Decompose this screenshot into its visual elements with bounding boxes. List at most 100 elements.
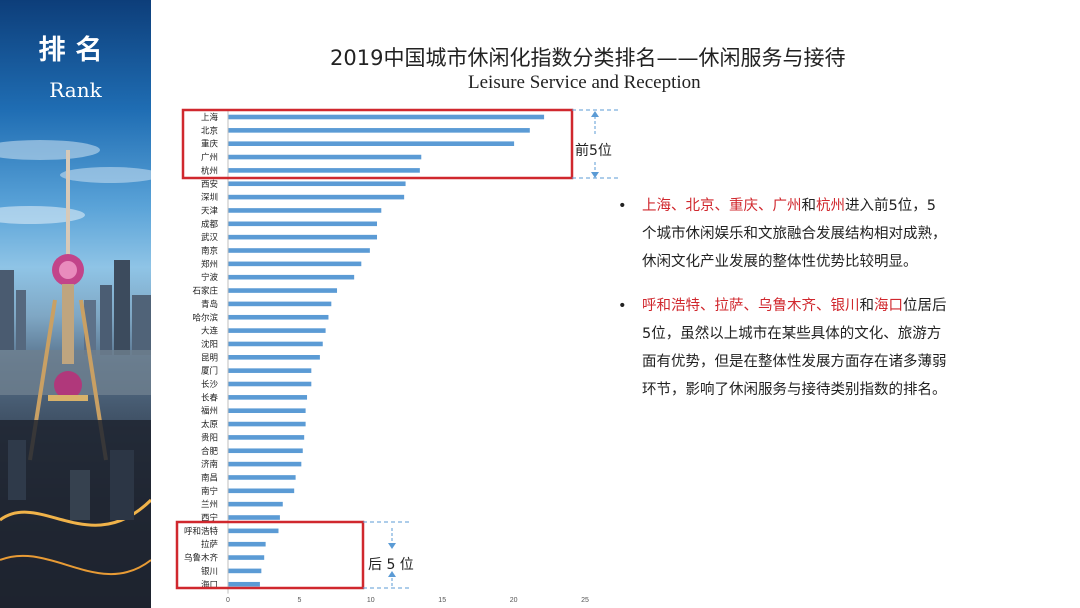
category-label: 济南	[201, 459, 218, 470]
bar	[228, 581, 260, 587]
bar	[228, 355, 320, 360]
category-label: 银川	[201, 566, 218, 577]
category-label: 南宁	[201, 486, 218, 497]
category-label: 成都	[201, 219, 219, 230]
x-tick-label: 5	[297, 597, 301, 604]
bullet-segment: 海口	[874, 298, 903, 314]
x-tick-label: 15	[438, 597, 446, 604]
category-label: 杭州	[201, 165, 218, 176]
bar	[228, 461, 302, 467]
bar	[228, 168, 420, 173]
x-tick-label: 25	[581, 597, 589, 604]
bullet-segment: 呼和浩特、拉萨、乌鲁木齐、银川	[642, 298, 860, 314]
bullet-segment: 杭州	[816, 198, 845, 214]
category-label: 南京	[201, 246, 218, 257]
bullet-list: • 上海、北京、重庆、广州和杭州进入前5位，5个城市休闲娱乐和文旅融合发展结构相…	[618, 192, 948, 420]
category-label: 北京	[201, 125, 218, 136]
category-label: 重庆	[201, 139, 219, 150]
top5-arrowhead-down	[591, 172, 599, 178]
category-label: 西安	[201, 179, 218, 190]
category-label: 厦门	[201, 366, 218, 377]
top5-label: 前5位	[575, 142, 612, 159]
category-label: 广州	[201, 152, 218, 163]
category-label: 深圳	[201, 192, 218, 203]
bullet-segment: 上海、北京、重庆、广州	[642, 198, 802, 214]
bar	[228, 408, 306, 413]
category-label: 拉萨	[201, 539, 219, 550]
bar	[228, 208, 382, 213]
category-label: 福州	[201, 406, 218, 417]
bar	[228, 381, 312, 387]
bullet-segment: 和	[859, 298, 875, 314]
bar	[228, 341, 323, 347]
category-label: 郑州	[201, 259, 218, 270]
bar	[228, 248, 370, 253]
bar	[228, 528, 279, 534]
bottom5-arrowhead-down-top	[388, 543, 396, 549]
city-skyline-image	[0, 140, 151, 608]
bar	[228, 448, 303, 454]
x-tick-label: 10	[367, 597, 375, 604]
sidebar-title-cn: 排名	[38, 35, 113, 66]
top5-highlight-box	[181, 108, 574, 180]
category-label: 太原	[201, 419, 218, 430]
chart-title-en: Leisure Service and Reception	[468, 72, 701, 93]
category-label: 天津	[201, 205, 219, 216]
bar	[228, 141, 515, 146]
category-label: 昆明	[201, 353, 218, 363]
bar	[228, 395, 308, 400]
bar	[228, 328, 326, 333]
bullet-segment: 和	[801, 198, 817, 214]
category-label: 大连	[201, 326, 219, 337]
bullet-item-top5: • 上海、北京、重庆、广州和杭州进入前5位，5个城市休闲娱乐和文旅融合发展结构相…	[618, 192, 948, 276]
category-label: 呼和浩特	[184, 526, 219, 537]
chart-title-cn: 2019中国城市休闲化指数分类排名——休闲服务与接待	[330, 46, 846, 70]
bar	[228, 368, 312, 373]
category-label: 海口	[201, 579, 218, 590]
bar	[228, 488, 295, 494]
category-label: 合肥	[201, 446, 219, 457]
category-label: 石家庄	[192, 286, 218, 297]
bar	[228, 314, 329, 320]
category-label: 沈阳	[201, 339, 218, 350]
category-label: 南昌	[201, 472, 218, 483]
bar	[228, 261, 362, 267]
category-label: 武汉	[201, 232, 219, 243]
category-label: 哈尔滨	[192, 312, 218, 323]
bullet-dot: •	[618, 198, 627, 214]
category-label: 青岛	[201, 299, 218, 310]
bar	[228, 114, 545, 120]
bullet-dot: •	[618, 298, 627, 314]
bullet-item-bottom5: • 呼和浩特、拉萨、乌鲁木齐、银川和海口位居后5位，虽然以上城市在某些具体的文化…	[618, 292, 948, 404]
x-tick-label: 20	[510, 597, 518, 604]
category-label: 上海	[201, 112, 219, 123]
bottom5-arrowhead-up	[388, 571, 396, 577]
category-label: 西宁	[201, 513, 218, 524]
bottom5-highlight-box	[175, 520, 365, 590]
bar	[228, 501, 283, 507]
bar	[228, 421, 306, 427]
bar	[228, 194, 405, 200]
bullet-text: 上海、北京、重庆、广州和杭州进入前5位，5个城市休闲娱乐和文旅融合发展结构相对成…	[642, 198, 947, 270]
side-photo-panel: 排名 Rank	[0, 0, 151, 608]
sidebar-title-en: Rank	[49, 78, 102, 102]
x-tick-label: 0	[226, 597, 230, 604]
bottom5-label: 后 5 位	[368, 557, 414, 573]
bar	[228, 568, 262, 574]
bar	[228, 221, 378, 227]
top5-arrowhead-up	[591, 111, 599, 117]
category-label: 贵阳	[201, 432, 218, 443]
bar	[228, 435, 305, 440]
category-label: 宁波	[201, 272, 219, 283]
category-label: 长春	[201, 392, 219, 403]
bar	[228, 515, 280, 520]
bar	[228, 541, 266, 547]
bar	[228, 274, 355, 280]
bullet-text: 呼和浩特、拉萨、乌鲁木齐、银川和海口位居后5位，虽然以上城市在某些具体的文化、旅…	[642, 298, 947, 398]
bar	[228, 128, 530, 133]
bar	[228, 181, 406, 187]
bar	[228, 555, 265, 560]
category-label: 乌鲁木齐	[184, 553, 219, 564]
bullet-segment: 进入前5位，5个城市休闲娱乐和文旅融合发展结构相对成熟，休闲文化产业发展的整体性…	[642, 198, 947, 270]
